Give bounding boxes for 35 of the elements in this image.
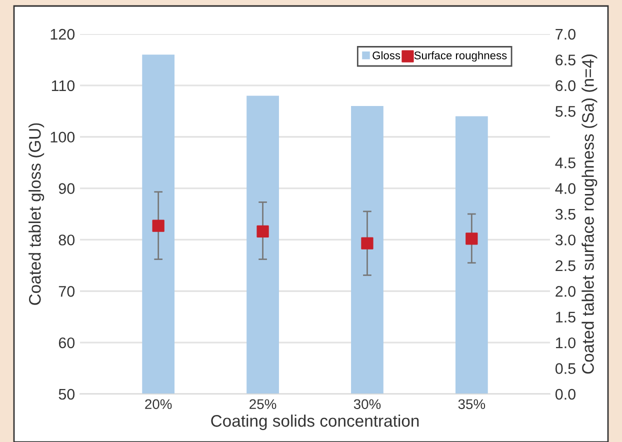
point: [361, 237, 374, 250]
y2-tick-label: 4.0: [555, 183, 576, 194]
y2-axis-title: Coated tablet surface roughness (Sa) (n=4): [582, 54, 598, 374]
y2-tick-label: 2.5: [556, 260, 576, 272]
legend-label: Gloss: [372, 51, 400, 60]
x-tick-label: 25%: [250, 399, 276, 410]
y-axis-title: Coated tablet gloss (GU): [28, 123, 44, 305]
y2-tick-label: 0.5: [555, 363, 576, 374]
y-tick-label: 120: [50, 28, 75, 40]
y2-tick-label: 3.0: [555, 234, 576, 246]
x-tick-label: 20%: [145, 399, 172, 410]
y-tick-label: 60: [58, 337, 75, 348]
point: [152, 220, 164, 232]
y2-tick-label: 4.5: [555, 158, 576, 168]
point: [466, 232, 478, 245]
point: [256, 225, 269, 238]
x-axis-title: Coating solids concentration: [211, 414, 419, 430]
y-tick-label: 90: [58, 183, 75, 194]
y-tick-label: 100: [50, 132, 75, 143]
y2-tick-label: 5.5: [555, 106, 576, 117]
y2-tick-label: 1.5: [556, 312, 576, 323]
y-tick-label: 110: [52, 80, 75, 92]
x-tick-label: 30%: [354, 399, 381, 410]
y2-tick-label: 1.0: [556, 337, 576, 348]
y2-tick-label: 7.0: [556, 28, 576, 40]
y2-tick-label: 6.0: [556, 80, 576, 92]
y-tick-label: 50: [58, 388, 75, 400]
y2-tick-label: 0.0: [555, 388, 576, 400]
y-tick-label: 70: [58, 286, 75, 297]
legend-label: Surface roughness: [414, 51, 507, 62]
y2-tick-label: 3.5: [555, 208, 576, 220]
y2-tick-label: 6.5: [556, 54, 576, 66]
x-tick-label: 35%: [458, 399, 486, 410]
y2-tick-label: 2.0: [556, 286, 576, 297]
y-tick-label: 80: [58, 234, 75, 246]
